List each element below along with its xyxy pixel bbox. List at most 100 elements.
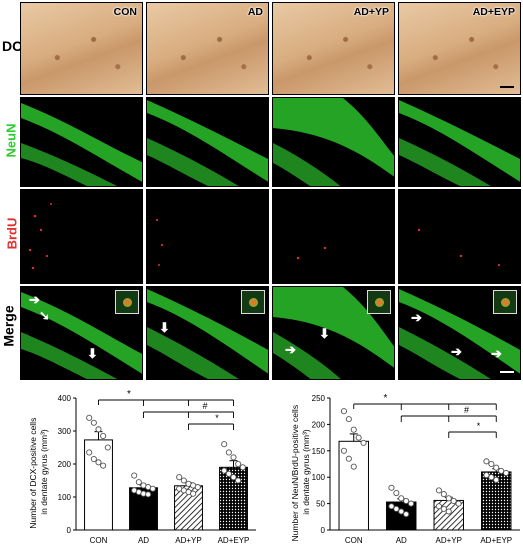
merge-panel-ad-yp: ⬇ ➔ xyxy=(272,286,395,380)
data-point xyxy=(100,462,107,469)
neun-brdu-bar-chart: Number of NeuN/BrdU-positive cells in de… xyxy=(290,393,520,545)
dcx-panel-ad-yp: AD+YP xyxy=(272,2,395,95)
significance-marker: * xyxy=(477,421,481,431)
data-point xyxy=(350,463,357,470)
neun-panel-ad-yp xyxy=(272,97,395,187)
panel-label: AD xyxy=(247,6,263,18)
y-tick-label: 200 xyxy=(58,460,72,469)
dcx-bar-chart: Number of DCX-positive cells in dentate … xyxy=(28,389,256,545)
data-point xyxy=(355,434,362,441)
inset-zoom xyxy=(367,290,391,314)
y-tick-label: 100 xyxy=(58,493,72,502)
data-point xyxy=(345,416,352,423)
data-point xyxy=(408,500,415,507)
data-point xyxy=(131,472,138,479)
data-point xyxy=(340,408,347,415)
x-tick-label: CON xyxy=(90,536,108,545)
arrow-right-icon: ➔ xyxy=(411,310,422,325)
data-point xyxy=(398,508,405,515)
arrow-right-icon: ➔ xyxy=(451,344,462,359)
significance-marker: # xyxy=(464,405,469,415)
data-point xyxy=(221,467,228,474)
significance-marker: * xyxy=(215,413,219,423)
row-label-merge: Merge xyxy=(0,305,17,347)
arrow-down-right-icon: ➘ xyxy=(39,308,50,323)
data-point xyxy=(450,497,457,505)
data-point xyxy=(435,503,442,510)
neun-panel-ad-eyp xyxy=(398,97,521,187)
x-tick-label: AD+YP xyxy=(175,536,201,545)
data-point xyxy=(483,458,490,465)
data-point xyxy=(445,495,452,502)
x-tick-label: AD xyxy=(396,536,407,545)
data-point xyxy=(388,484,395,491)
data-point xyxy=(225,449,232,456)
brdu-panel-ad xyxy=(146,189,269,284)
data-point xyxy=(180,477,187,484)
data-point xyxy=(176,474,183,481)
row-label-brdu: BrdU xyxy=(4,217,20,250)
arrow-down-icon: ⬇ xyxy=(159,320,170,335)
y-tick-label: 400 xyxy=(58,394,72,403)
inset-zoom xyxy=(241,290,265,314)
y-tick-label: 250 xyxy=(312,394,326,403)
brdu-image xyxy=(155,218,164,266)
brdu-panel-con xyxy=(20,189,143,284)
data-point xyxy=(488,474,495,481)
brdu-image xyxy=(417,228,501,267)
data-point xyxy=(86,414,93,421)
x-tick-label: CON xyxy=(345,536,363,545)
x-tick-label: AD xyxy=(138,536,149,545)
merge-image xyxy=(273,287,394,379)
inset-zoom xyxy=(115,290,139,314)
data-point xyxy=(440,505,447,512)
data-point xyxy=(104,444,111,451)
data-point xyxy=(194,484,201,491)
data-point xyxy=(398,495,405,502)
data-point xyxy=(225,470,232,477)
data-point xyxy=(95,426,102,433)
data-point xyxy=(498,467,505,474)
y-axis-label: Number of NeuN/BrdU-positive cells in de… xyxy=(290,403,311,542)
data-point xyxy=(388,503,395,510)
arrow-right-icon: ➔ xyxy=(29,292,40,307)
data-point xyxy=(135,479,142,486)
brdu-image xyxy=(296,246,327,260)
merge-image xyxy=(21,292,142,379)
data-point xyxy=(393,505,400,512)
merge-panel-con: ➔ ➘ ⬇ xyxy=(20,286,143,380)
data-point xyxy=(235,477,242,484)
data-point xyxy=(435,487,442,494)
data-point xyxy=(403,511,410,518)
arrow-right-icon: ➔ xyxy=(285,342,296,357)
data-point xyxy=(503,469,510,477)
brdu-panel-ad-eyp xyxy=(398,189,521,284)
data-point xyxy=(145,491,152,498)
data-point xyxy=(239,464,246,471)
x-tick-label: AD+EYP xyxy=(218,536,250,545)
data-point xyxy=(95,459,102,466)
data-point xyxy=(235,460,242,468)
data-point xyxy=(445,508,452,515)
significance-marker: * xyxy=(127,389,131,400)
dcx-panel-con: CON xyxy=(20,2,143,95)
neun-image xyxy=(147,100,268,186)
data-point xyxy=(440,491,447,498)
data-point xyxy=(86,449,93,456)
data-point xyxy=(340,447,347,454)
data-point xyxy=(403,497,410,505)
panel-label: CON xyxy=(113,6,137,18)
data-point xyxy=(393,489,400,497)
significance-marker: # xyxy=(202,401,207,411)
data-point xyxy=(493,476,500,483)
merge-panel-ad-eyp: ➔ ➔ ➔ xyxy=(398,286,521,380)
dcx-panel-ad-eyp: AD+EYP xyxy=(398,2,521,95)
y-tick-label: 0 xyxy=(67,526,72,535)
data-point xyxy=(493,464,500,471)
x-tick-label: AD+YP xyxy=(436,536,462,545)
y-tick-label: 100 xyxy=(312,473,326,482)
neun-image xyxy=(21,103,142,186)
neun-image xyxy=(399,100,520,186)
inset-zoom xyxy=(493,290,517,314)
data-point xyxy=(190,490,197,497)
